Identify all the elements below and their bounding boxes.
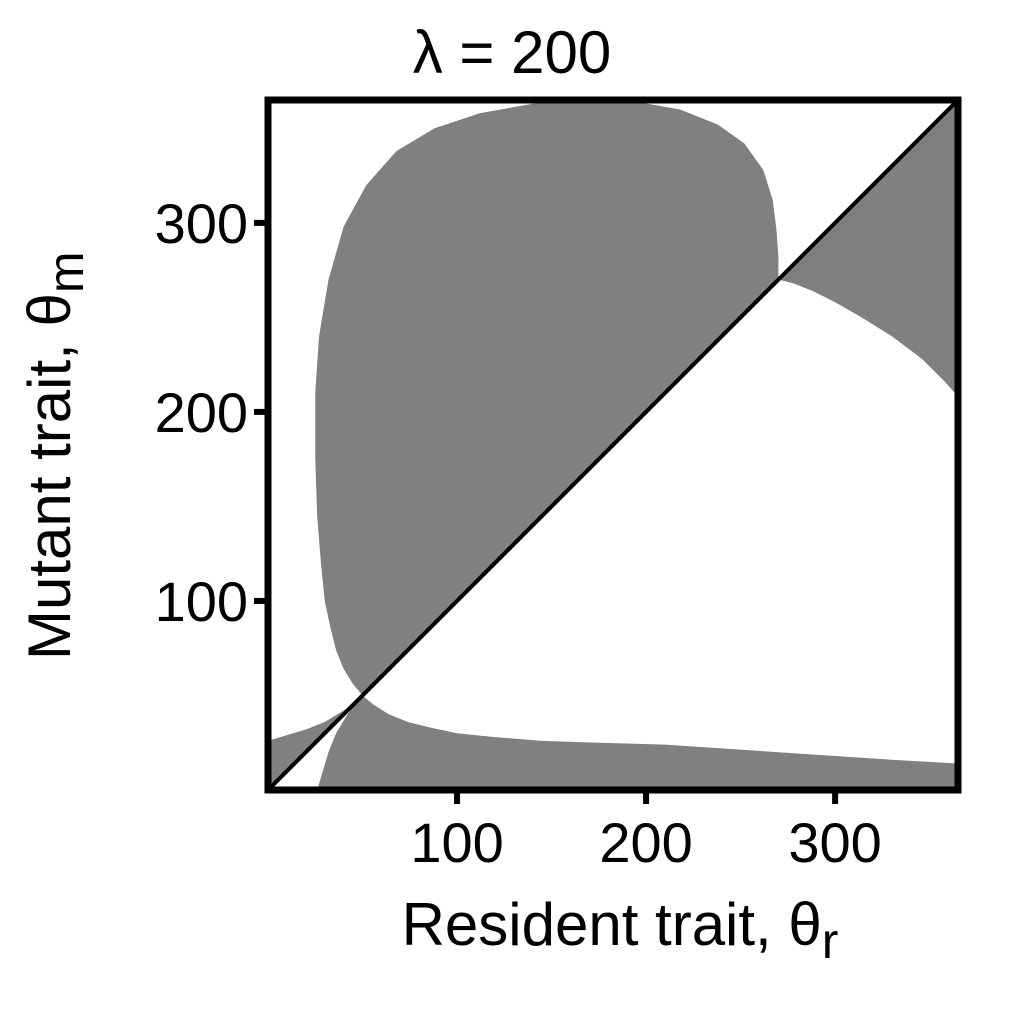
pip-plot	[0, 0, 1024, 1023]
figure-container: λ = 200 Mutant trait, θm Resident trait,…	[0, 0, 1024, 1023]
